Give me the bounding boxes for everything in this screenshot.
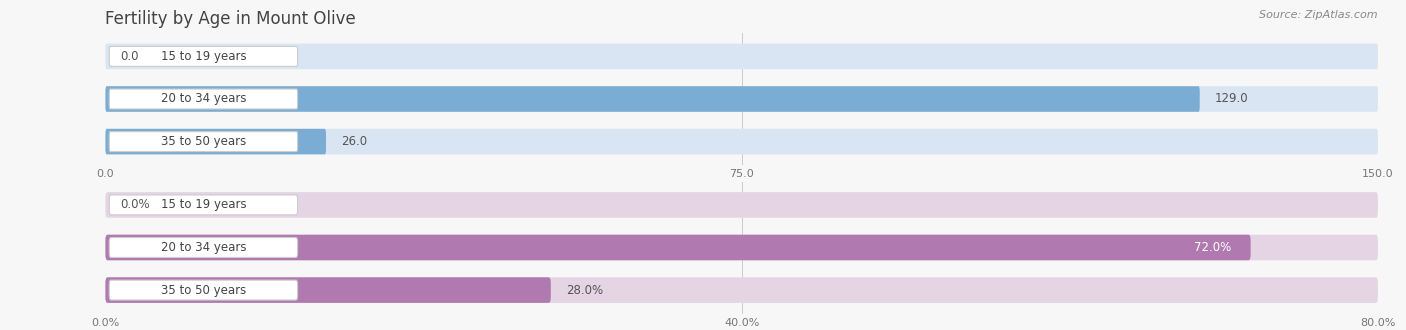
FancyBboxPatch shape [105, 129, 326, 154]
Text: 20 to 34 years: 20 to 34 years [160, 92, 246, 106]
Text: 15 to 19 years: 15 to 19 years [160, 50, 246, 63]
Text: 35 to 50 years: 35 to 50 years [160, 283, 246, 297]
FancyBboxPatch shape [105, 44, 1378, 69]
FancyBboxPatch shape [105, 86, 1199, 112]
FancyBboxPatch shape [110, 280, 298, 300]
FancyBboxPatch shape [110, 238, 298, 257]
Text: Fertility by Age in Mount Olive: Fertility by Age in Mount Olive [105, 10, 356, 28]
Text: 26.0: 26.0 [342, 135, 367, 148]
FancyBboxPatch shape [105, 129, 1378, 154]
FancyBboxPatch shape [105, 277, 1378, 303]
Text: 28.0%: 28.0% [567, 283, 603, 297]
FancyBboxPatch shape [105, 277, 551, 303]
Text: 129.0: 129.0 [1215, 92, 1249, 106]
FancyBboxPatch shape [105, 86, 1378, 112]
FancyBboxPatch shape [110, 47, 298, 66]
FancyBboxPatch shape [110, 195, 298, 215]
FancyBboxPatch shape [105, 192, 1378, 218]
Text: Source: ZipAtlas.com: Source: ZipAtlas.com [1260, 10, 1378, 20]
FancyBboxPatch shape [105, 235, 1251, 260]
Text: 20 to 34 years: 20 to 34 years [160, 241, 246, 254]
Text: 0.0%: 0.0% [121, 198, 150, 212]
FancyBboxPatch shape [110, 89, 298, 109]
Text: 0.0: 0.0 [121, 50, 139, 63]
FancyBboxPatch shape [110, 132, 298, 151]
Text: 72.0%: 72.0% [1194, 241, 1232, 254]
Text: 15 to 19 years: 15 to 19 years [160, 198, 246, 212]
FancyBboxPatch shape [105, 235, 1378, 260]
Text: 35 to 50 years: 35 to 50 years [160, 135, 246, 148]
